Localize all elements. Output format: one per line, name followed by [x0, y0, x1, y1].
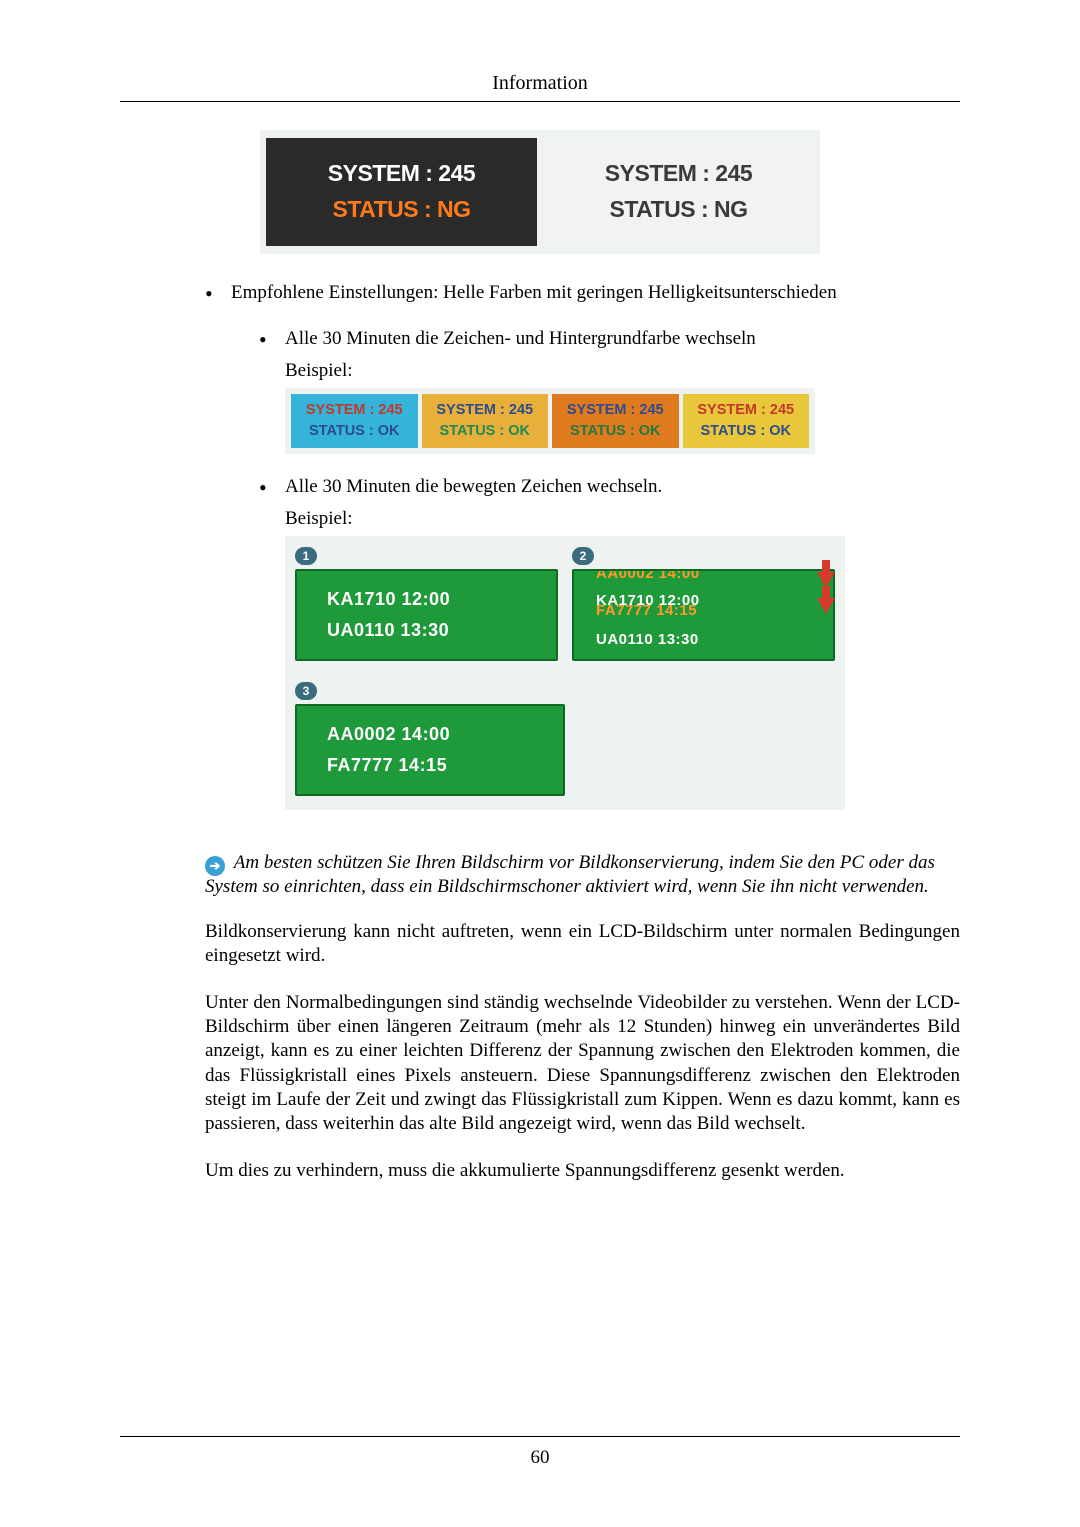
footer-rule: [120, 1436, 960, 1437]
header-rule: [120, 101, 960, 102]
list-item: Alle 30 Minuten die bewegten Zeichen wec…: [259, 476, 960, 810]
figure3-row-bottom: 3 AA0002 14:00 FA7777 14:15: [295, 679, 565, 796]
panel-light-system: SYSTEM : 245: [605, 156, 752, 192]
swatch-1-system: SYSTEM : 245: [306, 400, 403, 421]
badge-1: 1: [295, 547, 317, 565]
page-header-title: Information: [120, 72, 960, 95]
panel-dark-system: SYSTEM : 245: [328, 156, 475, 192]
example-label: Beispiel:: [285, 360, 960, 382]
green-panel-2: AA0002 14:00 KA1710 12:00 FA7777 14:15 U…: [572, 569, 835, 661]
figure3-col-2: 2 AA0002 14:00 KA1710 12:00 FA7777 14:15…: [572, 544, 835, 661]
list-item: Alle 30 Minuten die Zeichen- und Hinterg…: [259, 328, 960, 454]
panel2-top-cut: AA0002 14:00: [596, 569, 823, 582]
sublist-item-text: Alle 30 Minuten die Zeichen- und Hinterg…: [285, 328, 756, 349]
page-number: 60: [120, 1447, 960, 1469]
panel-light-status: STATUS : NG: [609, 192, 747, 228]
swatch-4-status: STATUS : OK: [701, 421, 791, 442]
body-paragraph-3: Um dies zu verhindern, muss die akkumuli…: [205, 1159, 960, 1183]
swatch-2: SYSTEM : 245 STATUS : OK: [422, 394, 549, 448]
tip-block: ➔ Am besten schützen Sie Ihren Bildschir…: [205, 852, 960, 898]
page-footer: 60: [120, 1436, 960, 1469]
arrow-circle-icon: ➔: [205, 856, 225, 876]
green-panel-1: KA1710 12:00 UA0110 13:30: [295, 569, 558, 661]
body-paragraph-1: Bildkonservierung kann nicht auftreten, …: [205, 920, 960, 969]
tip-text: Am besten schützen Sie Ihren Bildschirm …: [205, 852, 935, 897]
figure-contrast-panels: SYSTEM : 245 STATUS : NG SYSTEM : 245 ST…: [260, 130, 820, 254]
swatch-1: SYSTEM : 245 STATUS : OK: [291, 394, 418, 448]
panel-light: SYSTEM : 245 STATUS : NG: [543, 138, 814, 246]
figure3-row-top: 1 KA1710 12:00 UA0110 13:30 2: [295, 544, 835, 661]
swatch-4-system: SYSTEM : 245: [697, 400, 794, 421]
sublist-item-text: Alle 30 Minuten die bewegten Zeichen wec…: [285, 476, 662, 497]
figure-color-swatches: SYSTEM : 245 STATUS : OK SYSTEM : 245 ST…: [285, 388, 815, 454]
panel-dark: SYSTEM : 245 STATUS : NG: [266, 138, 537, 246]
panel3-line1: AA0002 14:00: [327, 724, 553, 745]
panel1-line2: UA0110 13:30: [327, 620, 546, 641]
arrow-down-icon: [817, 598, 835, 614]
example-label: Beispiel:: [285, 508, 960, 530]
green-panel-3: AA0002 14:00 FA7777 14:15: [295, 704, 565, 796]
panel2-mid-overlay: FA7777 14:15: [596, 602, 697, 619]
swatch-2-system: SYSTEM : 245: [436, 400, 533, 421]
panel1-line1: KA1710 12:00: [327, 589, 546, 610]
badge-3: 3: [295, 682, 317, 700]
swatch-3-status: STATUS : OK: [570, 421, 660, 442]
figure-moving-text: 1 KA1710 12:00 UA0110 13:30 2: [285, 536, 845, 810]
panel2-mid: KA1710 12:00 FA7777 14:15: [596, 592, 700, 609]
panel3-line2: FA7777 14:15: [327, 755, 553, 776]
swatch-3-system: SYSTEM : 245: [567, 400, 664, 421]
panel-dark-status: STATUS : NG: [332, 192, 470, 228]
swatch-3: SYSTEM : 245 STATUS : OK: [552, 394, 679, 448]
recommendation-sublist: Alle 30 Minuten die Zeichen- und Hinterg…: [259, 328, 960, 810]
list-item: Empfohlene Einstellungen: Helle Farben m…: [205, 282, 960, 810]
scroll-arrows: [813, 572, 839, 614]
swatch-4: SYSTEM : 245 STATUS : OK: [683, 394, 810, 448]
page: Information SYSTEM : 245 STATUS : NG SYS…: [0, 0, 1080, 1527]
swatch-1-status: STATUS : OK: [309, 421, 399, 442]
body-paragraph-2: Unter den Normalbedingungen sind ständig…: [205, 991, 960, 1137]
recommendation-list: Empfohlene Einstellungen: Helle Farben m…: [205, 282, 960, 810]
badge-2: 2: [572, 547, 594, 565]
swatch-2-status: STATUS : OK: [440, 421, 530, 442]
panel2-bot-cut: UA0110 13:30: [596, 631, 823, 648]
list-item-text: Empfohlene Einstellungen: Helle Farben m…: [231, 282, 837, 303]
figure3-col-1: 1 KA1710 12:00 UA0110 13:30: [295, 544, 558, 661]
content-area: Information SYSTEM : 245 STATUS : NG SYS…: [0, 0, 1080, 1183]
